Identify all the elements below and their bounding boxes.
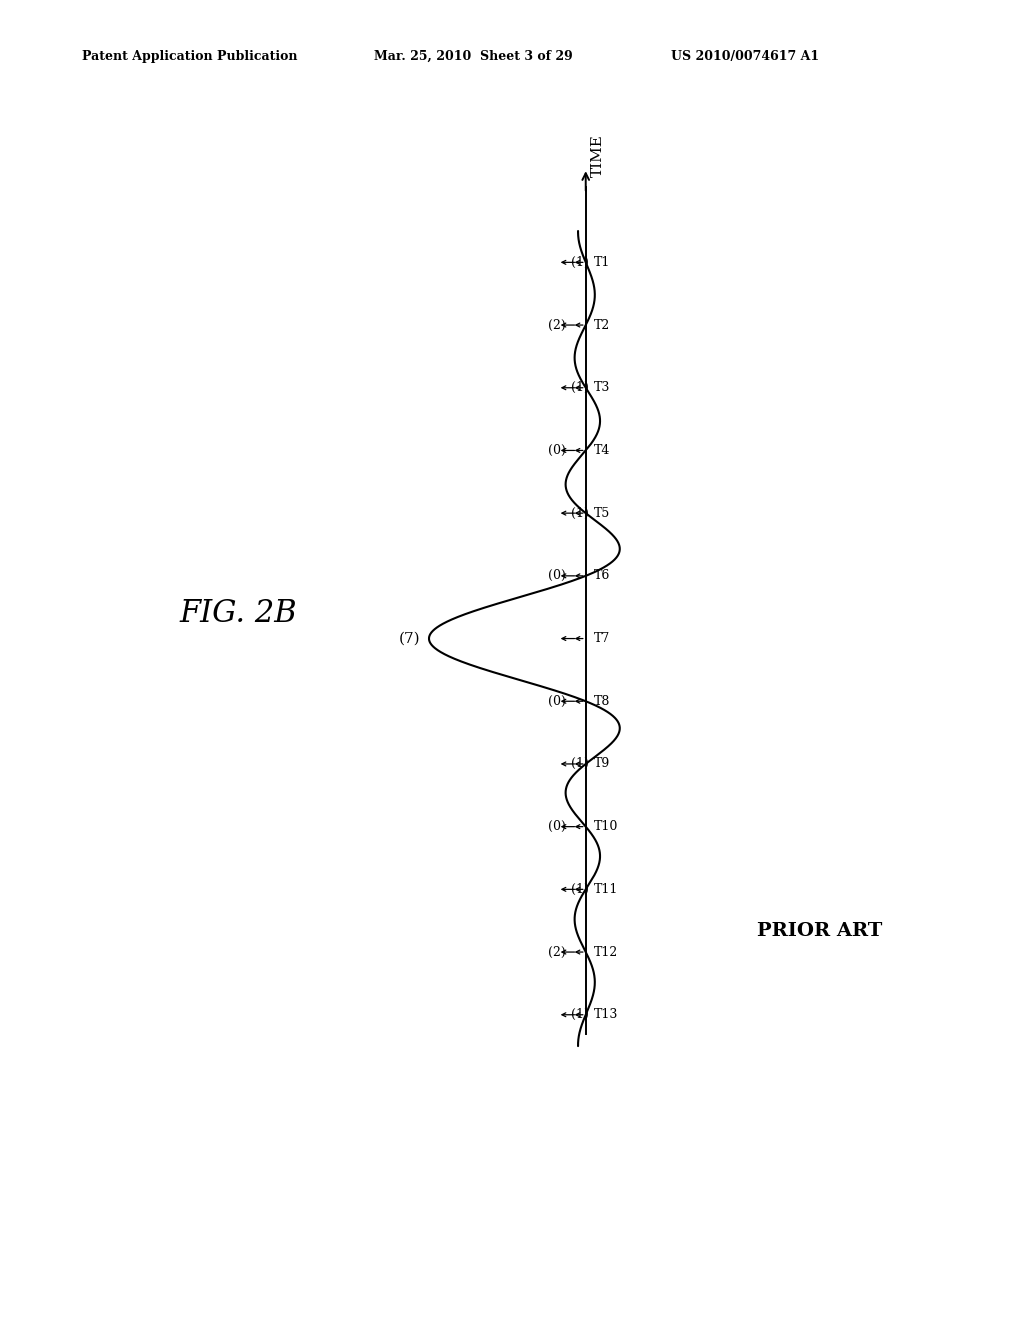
Text: (1): (1) <box>570 507 589 520</box>
Text: (2): (2) <box>549 318 566 331</box>
Text: T9: T9 <box>594 758 610 771</box>
Text: FIG. 2B: FIG. 2B <box>179 598 297 630</box>
Text: (0): (0) <box>548 694 566 708</box>
Text: T12: T12 <box>594 945 618 958</box>
Text: T5: T5 <box>594 507 610 520</box>
Text: PRIOR ART: PRIOR ART <box>757 921 882 940</box>
Text: T2: T2 <box>594 318 610 331</box>
Text: T11: T11 <box>594 883 618 896</box>
Text: (1): (1) <box>570 758 589 771</box>
Text: (1): (1) <box>570 256 589 269</box>
Text: T3: T3 <box>594 381 610 395</box>
Text: T10: T10 <box>594 820 618 833</box>
Text: Mar. 25, 2010  Sheet 3 of 29: Mar. 25, 2010 Sheet 3 of 29 <box>374 50 572 63</box>
Text: T4: T4 <box>594 444 610 457</box>
Text: T1: T1 <box>594 256 610 269</box>
Text: T13: T13 <box>594 1008 618 1022</box>
Text: (2): (2) <box>549 945 566 958</box>
Text: (0): (0) <box>548 444 566 457</box>
Text: T8: T8 <box>594 694 610 708</box>
Text: T6: T6 <box>594 569 610 582</box>
Text: (0): (0) <box>548 820 566 833</box>
Text: (1): (1) <box>570 1008 589 1022</box>
Text: (1): (1) <box>570 883 589 896</box>
Text: (7): (7) <box>399 631 421 645</box>
Text: US 2010/0074617 A1: US 2010/0074617 A1 <box>671 50 819 63</box>
Text: TIME: TIME <box>591 135 605 177</box>
Text: (0): (0) <box>548 569 566 582</box>
Text: Patent Application Publication: Patent Application Publication <box>82 50 297 63</box>
Text: T7: T7 <box>594 632 610 645</box>
Text: (1): (1) <box>570 381 589 395</box>
